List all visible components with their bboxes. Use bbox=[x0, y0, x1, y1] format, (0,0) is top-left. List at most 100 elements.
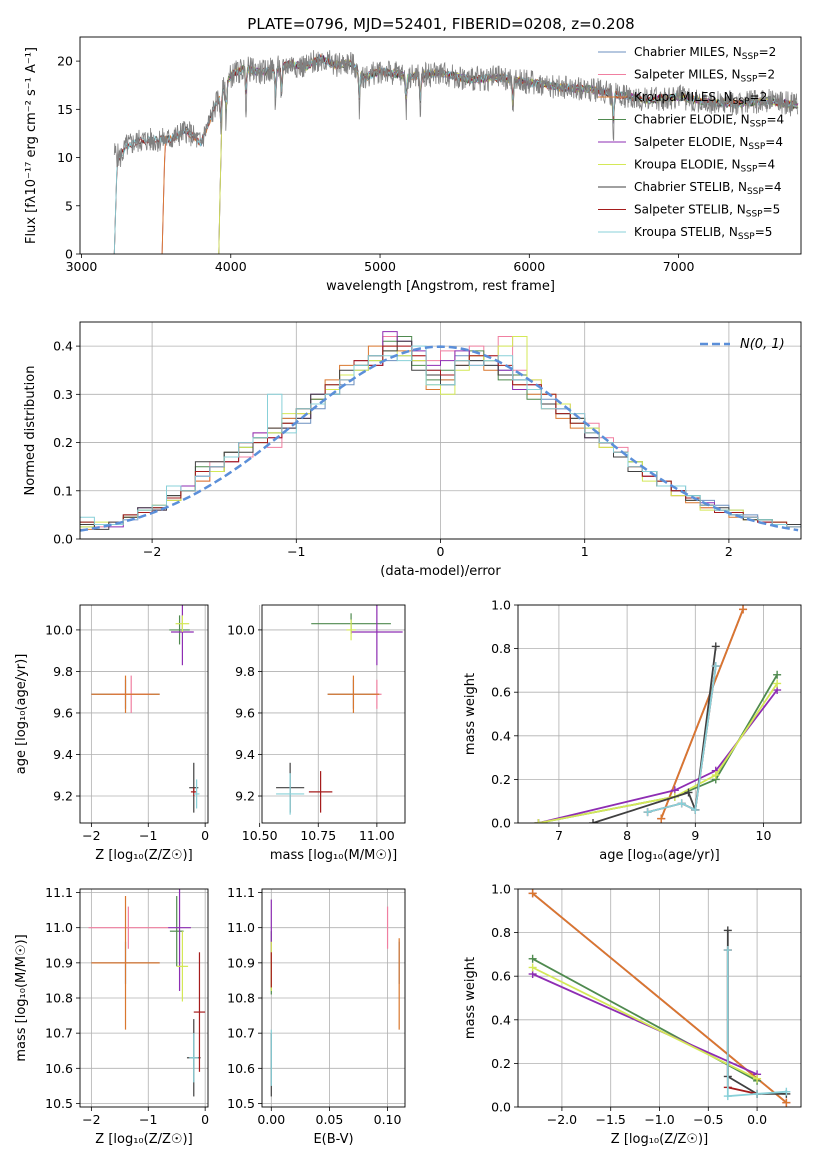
y-tick-label: 11.0 bbox=[45, 920, 73, 935]
y-tick-label: 10.8 bbox=[45, 991, 73, 1006]
axes-spectrum: 3000 4000 5000 6000 7000 0 5 10 15 20 wavelength [… bbox=[24, 36, 802, 294]
x-axis-label: mass [log₁₀(M/M☉)] bbox=[270, 848, 397, 863]
y-tick-label: 0.2 bbox=[491, 1056, 511, 1071]
plot-area-spectrum bbox=[113, 50, 799, 254]
legend-suffix: =4 bbox=[757, 158, 775, 172]
x-tick-label: 3000 bbox=[66, 259, 98, 274]
y-tick-label: 0.4 bbox=[491, 1012, 511, 1027]
y-tick-label: 0.8 bbox=[491, 641, 511, 656]
axes-frame bbox=[517, 604, 802, 824]
x-tick-label: 5000 bbox=[364, 259, 396, 274]
x-tick-label: 6000 bbox=[513, 259, 545, 274]
y-tick-label: 10.5 bbox=[227, 1096, 255, 1111]
legend-suffix: =5 bbox=[755, 225, 773, 239]
legend-subscript: SSP bbox=[741, 75, 758, 85]
x-axis-label: wavelength [Angstrom, rest frame] bbox=[326, 279, 555, 294]
x-tick-label: −1 bbox=[139, 1112, 157, 1127]
y-tick-label: 10.6 bbox=[227, 1061, 255, 1076]
plot-area-weight_vs_z bbox=[528, 889, 791, 1107]
axes-frame bbox=[79, 321, 802, 540]
weight-line bbox=[532, 966, 758, 1080]
y-tick-label: 10.0 bbox=[227, 622, 255, 637]
y-tick-label: 9.2 bbox=[53, 789, 73, 804]
y-tick-label: 10.6 bbox=[45, 1061, 73, 1076]
x-tick-label: −2 bbox=[143, 544, 161, 559]
x-tick-label: 0 bbox=[201, 828, 209, 843]
axes-weight_vs_z: −2.0 −1.5 −1.0 −0.5 0.0 0.0 0.2 0.4 0.6 0.8 1.0 Z [… bbox=[463, 882, 802, 1147]
y-tick-label: 5 bbox=[65, 198, 73, 213]
legend-subscript: SSP bbox=[746, 210, 763, 220]
x-tick-label: 1 bbox=[581, 544, 589, 559]
y-axis-label: Flux [fλ10⁻¹⁷ erg cm⁻² s⁻¹ A⁻¹] bbox=[24, 47, 39, 244]
legend-suffix: =5 bbox=[763, 203, 781, 217]
axes-residuals: −2 −1 0 1 2 0.0 0.1 0.2 0.3 0.4 (data-model)/error… bbox=[23, 321, 802, 579]
axes-age_vs_mass: 10.50 10.75 11.00 9.2 9.4 9.6 9.8 10.0 mass [log… bbox=[227, 604, 406, 863]
y-tick-label: 9.4 bbox=[235, 747, 255, 762]
x-tick-label: 9 bbox=[691, 828, 699, 843]
y-tick-label: 1.0 bbox=[491, 598, 511, 613]
x-tick-label: −0.5 bbox=[693, 1112, 723, 1127]
x-tick-label: 0.0 bbox=[747, 1112, 767, 1127]
x-tick-label: 7000 bbox=[663, 259, 695, 274]
legend-suffix: =4 bbox=[765, 135, 783, 149]
legend-suffix: =2 bbox=[757, 68, 775, 82]
axes-frame bbox=[79, 36, 802, 255]
spectrum-observed-line bbox=[113, 50, 799, 168]
legend-subscript: SSP bbox=[750, 120, 767, 130]
x-tick-label: 8 bbox=[623, 828, 631, 843]
y-tick-label: 9.6 bbox=[235, 705, 255, 720]
plot-area-age_vs_mass bbox=[276, 605, 403, 815]
normal-curve bbox=[80, 345, 799, 532]
weight-line bbox=[538, 682, 778, 823]
histogram-step bbox=[80, 345, 801, 528]
histogram-step bbox=[80, 345, 801, 528]
y-axis-label: mass [log₁₀(M/M☉)] bbox=[14, 934, 29, 1061]
y-tick-label: 9.8 bbox=[235, 664, 255, 679]
legend-label: Salpeter ELODIE, NSSP=4 bbox=[634, 135, 783, 152]
y-tick-label: 0.4 bbox=[491, 728, 511, 743]
y-tick-label: 10.8 bbox=[227, 991, 255, 1006]
y-tick-label: 0.6 bbox=[491, 685, 511, 700]
legend-subscript: SSP bbox=[748, 142, 765, 152]
y-axis-label: mass weight bbox=[463, 957, 478, 1039]
legend-subscript: SSP bbox=[747, 187, 764, 197]
axes-mass_vs_ebv: 0.00 0.05 0.10 10.5 10.6 10.7 10.8 10.9 11.0 11.1… bbox=[227, 885, 406, 1147]
x-axis-label: Z [log₁₀(Z/Z☉)] bbox=[95, 1132, 192, 1147]
plot-area-weight_vs_age bbox=[534, 605, 782, 823]
y-tick-label: 9.6 bbox=[53, 705, 73, 720]
y-tick-label: 0.4 bbox=[53, 339, 73, 354]
axes-frame bbox=[79, 888, 209, 1108]
weight-line bbox=[660, 609, 744, 819]
y-tick-label: 9.4 bbox=[53, 747, 73, 762]
y-tick-label: 0.6 bbox=[491, 969, 511, 984]
plot-area-age_vs_z bbox=[91, 605, 200, 813]
axes-age_vs_z: −2 −1 0 9.2 9.4 9.6 9.8 10.0 Z [log₁₀(Z/Z☉)] age … bbox=[14, 604, 209, 863]
y-tick-label: 15 bbox=[57, 102, 73, 117]
legend-label: Salpeter MILES, NSSP=2 bbox=[634, 68, 775, 85]
weight-line bbox=[726, 950, 787, 1098]
x-tick-label: 4000 bbox=[215, 259, 247, 274]
y-tick-label: 0.1 bbox=[53, 483, 73, 498]
y-tick-label: 11.1 bbox=[227, 885, 255, 900]
x-tick-label: −1 bbox=[287, 544, 305, 559]
y-tick-label: 0 bbox=[65, 247, 73, 262]
weight-line bbox=[592, 646, 717, 823]
x-tick-label: 10.50 bbox=[242, 828, 278, 843]
x-axis-label: E(B-V) bbox=[313, 1132, 353, 1147]
legend-label: Kroupa STELIB, NSSP=5 bbox=[634, 225, 772, 242]
y-tick-label: 0.0 bbox=[491, 1100, 511, 1115]
y-tick-label: 1.0 bbox=[491, 882, 511, 897]
legend: Chabrier MILES, NSSP=2 Salpeter MILES, NS… bbox=[598, 45, 784, 242]
y-tick-label: 0.8 bbox=[491, 925, 511, 940]
x-axis-label: (data-model)/error bbox=[380, 564, 501, 579]
x-tick-label: −2 bbox=[82, 828, 100, 843]
x-tick-label: 10.75 bbox=[300, 828, 336, 843]
y-axis-label: mass weight bbox=[463, 673, 478, 755]
legend-label: Chabrier ELODIE, NSSP=4 bbox=[634, 113, 784, 130]
y-tick-label: 11.1 bbox=[45, 885, 73, 900]
y-tick-label: 0.2 bbox=[53, 435, 73, 450]
axes-frame bbox=[79, 604, 209, 824]
axes-weight_vs_age: 7 8 9 10 0.0 0.2 0.4 0.6 0.8 1.0 age [log₁₀(age/yr… bbox=[463, 598, 802, 863]
y-tick-label: 0.0 bbox=[491, 816, 511, 831]
